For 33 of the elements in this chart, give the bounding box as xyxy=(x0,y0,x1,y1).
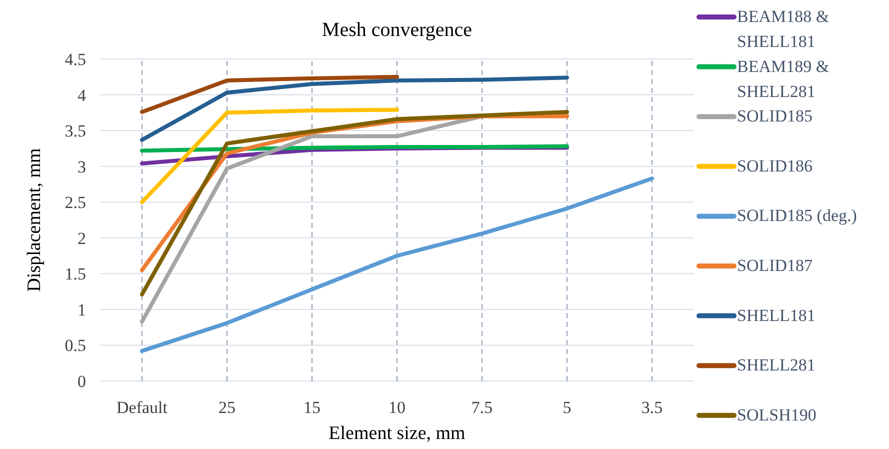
chart-title: Mesh convergence xyxy=(322,19,472,41)
line-series xyxy=(140,176,654,353)
y-tick-label: 2 xyxy=(78,228,86,248)
x-tick-label: 25 xyxy=(218,398,236,417)
y-tick-label: 3 xyxy=(78,157,86,176)
legend-label: BEAM189 & SHELL281 xyxy=(737,56,830,101)
y-tick-label: 1 xyxy=(78,300,86,320)
y-tick-label: 4.5 xyxy=(64,50,86,69)
x-tick-label: 5 xyxy=(562,398,572,417)
y-tick-label: 3.5 xyxy=(64,122,86,141)
y-tick-label: 2.5 xyxy=(64,193,86,212)
y-tick-label: 4 xyxy=(78,86,86,105)
x-tick-label: 10 xyxy=(388,398,406,417)
line-series xyxy=(140,108,399,204)
legend-label: SOLSH190 xyxy=(737,405,816,424)
legend-label: SHELL281 xyxy=(737,356,816,375)
legend-label: SOLID185 xyxy=(737,106,813,126)
legend-label: SHELL181 xyxy=(737,306,816,325)
y-tick-label: 0 xyxy=(78,372,86,391)
line-series xyxy=(140,74,399,114)
x-tick-label: Default xyxy=(116,398,168,417)
y-axis-title: Displacement, mm xyxy=(24,148,45,292)
y-tick-label: 1.5 xyxy=(64,264,86,284)
y-tick-label: 0.5 xyxy=(64,336,86,356)
legend-label: SOLID186 xyxy=(737,156,813,176)
legend-label: SOLID187 xyxy=(737,256,814,275)
line-series xyxy=(140,76,569,142)
legend-label: BEAM188 & SHELL181 xyxy=(737,7,830,51)
x-tick-label: 7.5 xyxy=(471,398,493,417)
x-tick-label: 3.5 xyxy=(641,398,663,417)
legend-label: SOLID185 (deg.) xyxy=(737,206,857,226)
x-axis-title: Element size, mm xyxy=(328,423,466,444)
x-tick-label: 15 xyxy=(304,398,320,417)
